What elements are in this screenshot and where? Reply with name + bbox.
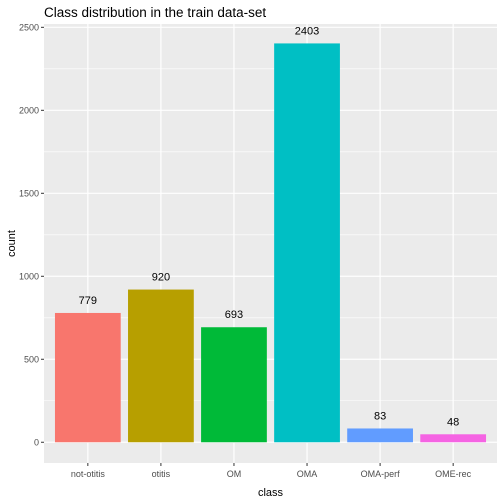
bar-ome-rec xyxy=(420,434,487,443)
x-tick-label: otitis xyxy=(152,469,171,479)
y-tick-label: 2500 xyxy=(19,22,39,32)
y-tick-label: 500 xyxy=(24,354,39,364)
x-tick-label: OMA xyxy=(297,469,318,479)
x-tick-label: OM xyxy=(227,469,242,479)
bar-not-otitis xyxy=(54,312,121,443)
bar-oma-perf xyxy=(347,428,413,443)
y-tick-label: 2000 xyxy=(19,105,39,115)
data-label: 779 xyxy=(79,295,97,307)
data-label: 2403 xyxy=(295,25,319,37)
data-label: 48 xyxy=(447,416,459,428)
y-axis: 0 500 1000 1500 2000 2500 xyxy=(19,22,44,447)
x-axis-title: class xyxy=(258,487,284,499)
data-label: 83 xyxy=(374,410,386,422)
y-tick-label: 0 xyxy=(34,437,39,447)
data-label: 693 xyxy=(225,309,243,321)
bar-oma xyxy=(274,43,340,443)
x-tick-label: OMA-perf xyxy=(361,469,401,479)
bar-otitis xyxy=(128,289,194,443)
y-tick-label: 1000 xyxy=(19,271,39,281)
y-tick-label: 1500 xyxy=(19,188,39,198)
y-axis-title: count xyxy=(6,230,18,257)
chart-title: Class distribution in the train data-set xyxy=(44,5,266,20)
bar-om xyxy=(201,327,267,443)
x-axis: not-otitis otitis OM OMA OMA-perf OME-rec xyxy=(71,463,472,479)
x-tick-label: not-otitis xyxy=(71,469,106,479)
data-labels: 779 920 693 2403 83 48 xyxy=(79,25,460,428)
bars xyxy=(54,43,487,443)
x-tick-label: OME-rec xyxy=(435,469,472,479)
data-label: 920 xyxy=(152,272,170,284)
